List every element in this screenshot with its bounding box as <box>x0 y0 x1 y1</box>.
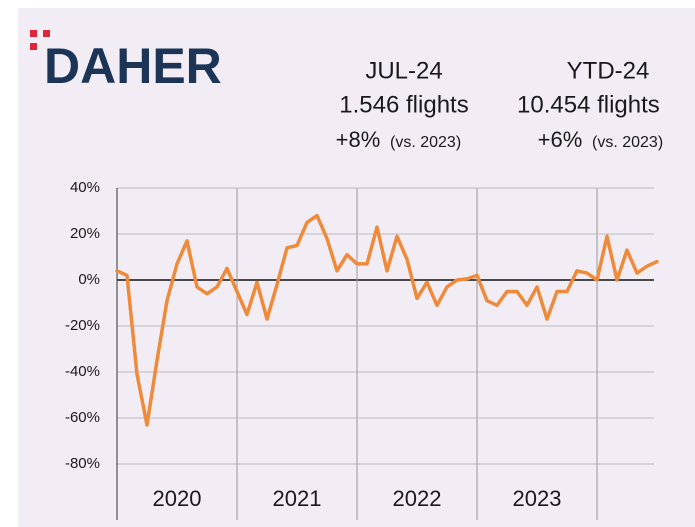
logo: DAHER <box>44 38 222 94</box>
flights: 10.454 flights <box>517 91 660 118</box>
y-tick-label: -20% <box>65 317 100 334</box>
x-tick-label: 2022 <box>393 486 442 511</box>
y-tick-label: -60% <box>65 409 100 426</box>
x-tick-label: 2021 <box>273 486 322 511</box>
y-tick-label: -80% <box>65 455 100 472</box>
note: (vs. 2023) <box>592 134 663 151</box>
note: (vs. 2023) <box>390 134 461 151</box>
change: +8% <box>336 127 381 152</box>
y-tick-label: 40% <box>70 179 100 196</box>
logo-dot <box>30 30 37 37</box>
series-line <box>115 213 659 427</box>
logo-dot <box>30 43 37 50</box>
change: +6% <box>538 127 583 152</box>
logo-dot <box>43 30 50 37</box>
y-tick-label: 0% <box>78 271 100 288</box>
period: JUL-24 <box>365 57 442 84</box>
period: YTD-24 <box>567 57 650 84</box>
y-tick-label: 20% <box>70 225 100 242</box>
x-tick-label: 2023 <box>513 486 562 511</box>
flights: 1.546 flights <box>339 91 468 118</box>
x-tick-label: 2020 <box>153 486 202 511</box>
y-tick-label: -40% <box>65 363 100 380</box>
